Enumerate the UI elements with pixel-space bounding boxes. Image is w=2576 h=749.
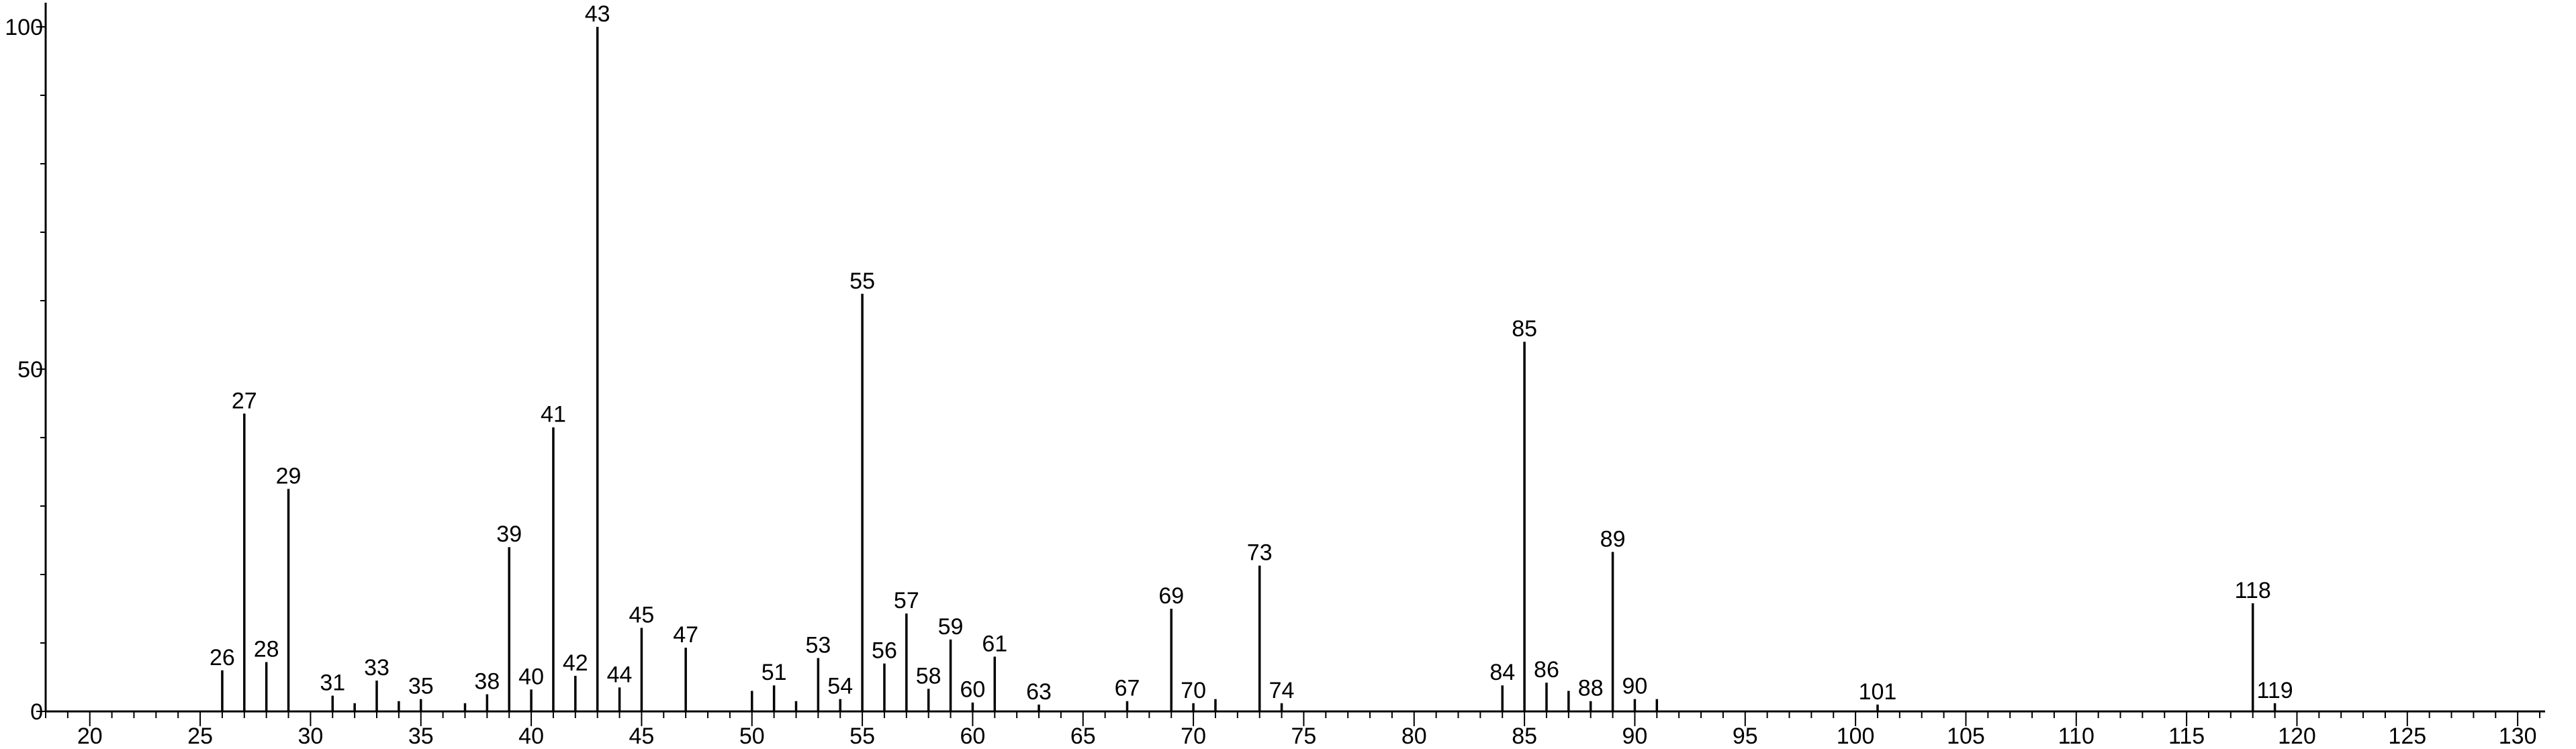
peak-sticks [221, 27, 2276, 711]
x-tick-label: 65 [1070, 723, 1096, 749]
y-tick-label: 100 [5, 15, 43, 40]
peak-label: 61 [982, 631, 1007, 656]
axis-ticks [36, 26, 2540, 726]
peak-label: 35 [408, 674, 434, 699]
peak-label: 43 [585, 1, 610, 27]
x-tick-label: 20 [77, 723, 103, 749]
peak-label: 89 [1600, 526, 1626, 552]
peak-label: 33 [364, 655, 389, 681]
peak-label: 47 [673, 622, 698, 648]
x-tick-label: 105 [1947, 723, 1985, 749]
peak-label: 101 [1859, 679, 1897, 705]
peak-label: 86 [1534, 657, 1559, 683]
peak-label: 58 [916, 663, 941, 689]
peak-label: 31 [320, 670, 345, 696]
x-tick-label: 115 [2168, 723, 2205, 749]
peak-label: 118 [2235, 578, 2271, 603]
peak-label: 40 [518, 664, 544, 689]
y-tick-label: 0 [30, 699, 43, 725]
x-tick-label: 75 [1291, 723, 1317, 749]
x-tick-label: 35 [408, 723, 434, 749]
peak-label: 55 [849, 268, 875, 294]
x-tick-label: 110 [2058, 723, 2095, 749]
peak-label: 60 [960, 677, 986, 703]
peak-label: 59 [938, 614, 964, 640]
peak-label: 54 [827, 674, 853, 699]
x-tick-label: 80 [1401, 723, 1427, 749]
x-tick-label: 120 [2278, 723, 2316, 749]
peak-label: 70 [1181, 678, 1206, 703]
peak-label: 56 [872, 638, 897, 664]
peak-label: 67 [1115, 676, 1140, 701]
peak-label: 63 [1026, 679, 1052, 705]
peak-label: 39 [496, 521, 522, 547]
y-tick-label: 50 [17, 357, 43, 383]
peak-label: 88 [1578, 676, 1604, 701]
peak-label: 29 [276, 464, 302, 489]
x-tick-label: 90 [1622, 723, 1648, 749]
x-tick-label: 50 [739, 723, 765, 749]
peak-label: 51 [762, 660, 787, 685]
peak-labels: 26 27 28 29 31 33 35 38 39 40 41 42 43 44 45 47 51 53 54 55… [210, 1, 2293, 705]
x-tick-label: 130 [2499, 723, 2537, 749]
peak-label: 74 [1269, 678, 1295, 703]
peak-label: 57 [894, 588, 919, 613]
peak-label: 44 [607, 662, 633, 687]
x-tick-label: 85 [1512, 723, 1537, 749]
peak-label: 26 [210, 645, 235, 670]
x-tick-label: 30 [297, 723, 323, 749]
x-tick-label: 45 [629, 723, 655, 749]
x-tick-label: 70 [1181, 723, 1206, 749]
x-tick-label: 40 [518, 723, 544, 749]
peak-label: 53 [805, 632, 831, 658]
peak-label: 85 [1512, 316, 1537, 342]
peak-label: 41 [541, 402, 566, 428]
peak-label: 73 [1247, 540, 1273, 566]
peak-label: 69 [1158, 583, 1184, 609]
peak-label: 42 [563, 650, 588, 676]
x-tick-label: 100 [1837, 723, 1875, 749]
axis-tick-labels: 20 25 30 35 40 45 50 55 60 65 70 75 80 85 90 95 100 105 11… [5, 15, 2536, 749]
x-tick-label: 125 [2388, 723, 2426, 749]
peak-label: 45 [629, 603, 655, 628]
x-tick-label: 95 [1733, 723, 1758, 749]
x-tick-label: 55 [849, 723, 875, 749]
peak-label: 27 [232, 388, 257, 413]
peak-label: 38 [474, 669, 500, 695]
x-tick-label: 60 [960, 723, 986, 749]
peak-label: 119 [2256, 678, 2293, 703]
peak-label: 90 [1622, 674, 1648, 699]
peak-label: 28 [254, 637, 279, 662]
x-tick-label: 25 [187, 723, 213, 749]
peak-label: 84 [1489, 660, 1515, 685]
